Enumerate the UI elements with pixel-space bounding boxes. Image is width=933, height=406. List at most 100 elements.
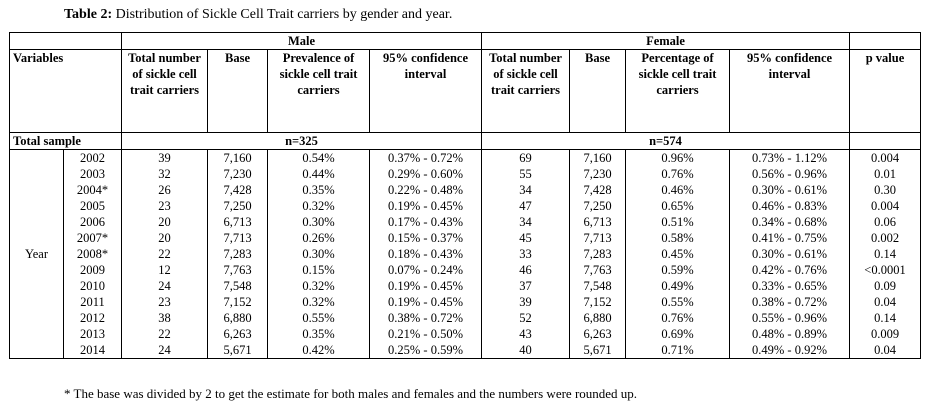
cell-p-value: 0.14 xyxy=(849,246,922,262)
table-row: 2013 22 6,263 0.35% 0.21% - 0.50% 43 6,263 0.69… xyxy=(10,326,922,342)
cell-year: 2013 xyxy=(63,326,122,342)
cell-female-percentage: 0.49% xyxy=(625,278,731,294)
cell-female-percentage: 0.59% xyxy=(625,262,731,278)
cell-male-total: 22 xyxy=(121,326,208,342)
cell-female-total: 40 xyxy=(481,342,571,359)
table-caption-text: Distribution of Sickle Cell Trait carrie… xyxy=(112,7,453,22)
cell-male-ci: 0.21% - 0.50% xyxy=(368,326,483,342)
group-header-blank xyxy=(9,32,122,50)
cell-male-ci: 0.15% - 0.37% xyxy=(368,230,483,246)
cell-female-total: 55 xyxy=(481,166,571,182)
header-p-value: p value xyxy=(849,49,922,133)
cell-male-prevalence: 0.54% xyxy=(267,149,370,166)
cell-p-value: 0.004 xyxy=(849,198,922,214)
cell-year: 2007* xyxy=(63,230,122,246)
cell-female-base: 7,250 xyxy=(569,198,627,214)
table-row: 2011 23 7,152 0.32% 0.19% - 0.45% 39 7,152 0.55… xyxy=(10,294,922,310)
cell-male-base: 7,152 xyxy=(207,294,268,310)
cell-female-total: 52 xyxy=(481,310,571,326)
header-female-percentage: Percentage of sickle cell trait carriers xyxy=(625,49,731,133)
cell-female-percentage: 0.71% xyxy=(625,342,731,359)
header-male-total: Total number of sickle cell trait carrie… xyxy=(121,49,208,133)
header-male-base: Base xyxy=(207,49,268,133)
cell-male-prevalence: 0.55% xyxy=(267,310,370,326)
cell-female-total: 37 xyxy=(481,278,571,294)
table-row: 2014 24 5,671 0.42% 0.25% - 0.59% 40 5,671 0.71… xyxy=(10,342,922,359)
cell-male-prevalence: 0.30% xyxy=(267,246,370,262)
cell-male-base: 7,230 xyxy=(207,166,268,182)
total-sample-row: Total sample n=325 n=574 xyxy=(9,132,922,150)
cell-female-percentage: 0.65% xyxy=(625,198,731,214)
cell-female-base: 7,160 xyxy=(569,149,627,166)
cell-female-percentage: 0.51% xyxy=(625,214,731,230)
cell-male-base: 7,548 xyxy=(207,278,268,294)
cell-female-base: 7,230 xyxy=(569,166,627,182)
cell-male-total: 22 xyxy=(121,246,208,262)
cell-male-ci: 0.29% - 0.60% xyxy=(368,166,483,182)
cell-female-ci: 0.34% - 0.68% xyxy=(729,214,851,230)
cell-female-base: 6,713 xyxy=(569,214,627,230)
cell-male-base: 7,713 xyxy=(207,230,268,246)
cell-female-total: 45 xyxy=(481,230,571,246)
cell-year: 2006 xyxy=(63,214,122,230)
cell-female-ci: 0.73% - 1.12% xyxy=(729,149,851,166)
year-group-label: Year xyxy=(9,149,64,359)
header-female-total: Total number of sickle cell trait carrie… xyxy=(481,49,571,133)
cell-female-ci: 0.42% - 0.76% xyxy=(729,262,851,278)
total-sample-p-blank xyxy=(849,132,922,150)
header-female-ci: 95% confidence interval xyxy=(729,49,851,133)
cell-year: 2012 xyxy=(63,310,122,326)
table-row: 2003 32 7,230 0.44% 0.29% - 0.60% 55 7,230 0.76… xyxy=(10,166,922,182)
cell-year: 2014 xyxy=(63,342,122,359)
cell-male-prevalence: 0.26% xyxy=(267,230,370,246)
cell-male-base: 7,160 xyxy=(207,149,268,166)
header-variables: Variables xyxy=(9,49,122,133)
cell-male-prevalence: 0.32% xyxy=(267,278,370,294)
cell-p-value: 0.004 xyxy=(849,149,922,166)
cell-male-ci: 0.38% - 0.72% xyxy=(368,310,483,326)
table-row: 2004* 26 7,428 0.35% 0.22% - 0.48% 34 7,428 0.4… xyxy=(10,182,922,198)
header-female-base: Base xyxy=(569,49,627,133)
cell-year: 2003 xyxy=(63,166,122,182)
cell-female-total: 46 xyxy=(481,262,571,278)
cell-male-prevalence: 0.35% xyxy=(267,182,370,198)
cell-female-percentage: 0.76% xyxy=(625,310,731,326)
cell-female-ci: 0.33% - 0.65% xyxy=(729,278,851,294)
table-row: Year 2002 39 7,160 0.54% 0.37% - 0.72% 69 7,160… xyxy=(9,149,922,359)
cell-male-ci: 0.25% - 0.59% xyxy=(368,342,483,359)
total-sample-female-n: n=574 xyxy=(481,132,851,150)
cell-year: 2008* xyxy=(63,246,122,262)
cell-male-prevalence: 0.44% xyxy=(267,166,370,182)
cell-p-value: 0.01 xyxy=(849,166,922,182)
cell-year: 2009 xyxy=(63,262,122,278)
cell-male-base: 6,880 xyxy=(207,310,268,326)
cell-year: 2004* xyxy=(63,182,122,198)
cell-female-percentage: 0.96% xyxy=(625,149,731,166)
cell-female-base: 7,548 xyxy=(569,278,627,294)
cell-male-total: 12 xyxy=(121,262,208,278)
group-header-row: Male Female xyxy=(9,32,922,50)
table-row: 2009 12 7,763 0.15% 0.07% - 0.24% 46 7,763 0.59… xyxy=(10,262,922,278)
cell-male-total: 23 xyxy=(121,294,208,310)
cell-p-value: 0.06 xyxy=(849,214,922,230)
cell-female-ci: 0.46% - 0.83% xyxy=(729,198,851,214)
cell-female-total: 47 xyxy=(481,198,571,214)
cell-male-total: 39 xyxy=(121,149,208,166)
footnote: * The base was divided by 2 to get the e… xyxy=(64,386,638,401)
cell-p-value: <0.0001 xyxy=(849,262,922,278)
cell-male-base: 7,763 xyxy=(207,262,268,278)
cell-male-base: 6,263 xyxy=(207,326,268,342)
cell-male-base: 7,250 xyxy=(207,198,268,214)
cell-female-ci: 0.41% - 0.75% xyxy=(729,230,851,246)
cell-male-ci: 0.19% - 0.45% xyxy=(368,294,483,310)
cell-year: 2005 xyxy=(63,198,122,214)
table-row: 2007* 20 7,713 0.26% 0.15% - 0.37% 45 7,713 0.5… xyxy=(10,230,922,246)
cell-female-percentage: 0.55% xyxy=(625,294,731,310)
cell-female-ci: 0.56% - 0.96% xyxy=(729,166,851,182)
cell-male-base: 7,428 xyxy=(207,182,268,198)
cell-female-base: 7,152 xyxy=(569,294,627,310)
cell-female-percentage: 0.69% xyxy=(625,326,731,342)
table-row: 2012 38 6,880 0.55% 0.38% - 0.72% 52 6,880 0.76… xyxy=(10,310,922,326)
cell-male-ci: 0.19% - 0.45% xyxy=(368,278,483,294)
cell-female-percentage: 0.76% xyxy=(625,166,731,182)
